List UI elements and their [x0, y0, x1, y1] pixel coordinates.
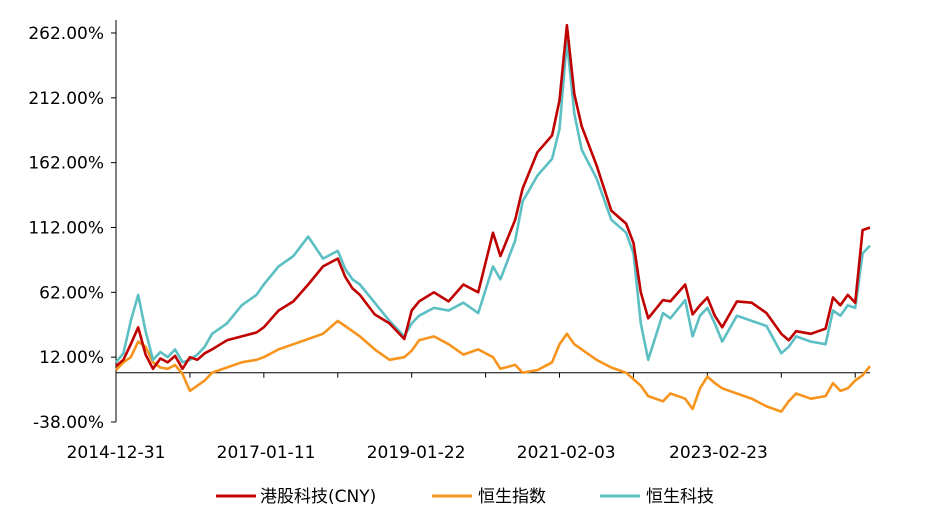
series-line-2 [114, 39, 871, 364]
y-tick-label: 112.00% [28, 218, 104, 238]
legend-label-0: 港股科技(CNY) [260, 487, 376, 507]
x-tick-label: 2017-01-11 [217, 443, 316, 463]
legend-label-1: 恒生指数 [478, 487, 546, 507]
legend-item-2: 恒生科技 [600, 487, 714, 507]
x-tick-labels: 2014-12-31 2017-01-11 2019-01-22 2021-02-03… [67, 372, 856, 463]
x-tick-label: 2014-12-31 [67, 443, 166, 463]
y-tick-labels: 262.00% 212.00% 162.00% 112.00% 62.00% 12.00%… [28, 24, 116, 433]
x-tick-label: 2019-01-22 [367, 443, 466, 463]
y-tick-label: 12.00% [39, 348, 104, 368]
y-tick-label: 162.00% [28, 154, 104, 174]
legend: 港股科技(CNY) 恒生指数 恒生科技 [216, 487, 714, 507]
x-tick-label: 2021-02-03 [517, 443, 616, 463]
legend-item-1: 恒生指数 [432, 487, 546, 507]
series-line-0 [115, 23, 871, 371]
y-tick-label: 212.00% [28, 89, 104, 109]
y-tick-label: 62.00% [39, 283, 104, 303]
legend-item-0: 港股科技(CNY) [216, 487, 376, 507]
y-tick-label: -38.00% [33, 413, 104, 433]
series-lines [114, 23, 872, 413]
x-tick-label: 2023-02-23 [669, 443, 768, 463]
legend-label-2: 恒生科技 [646, 487, 714, 507]
series-line-1 [115, 319, 872, 413]
y-tick-label: 262.00% [28, 24, 104, 44]
